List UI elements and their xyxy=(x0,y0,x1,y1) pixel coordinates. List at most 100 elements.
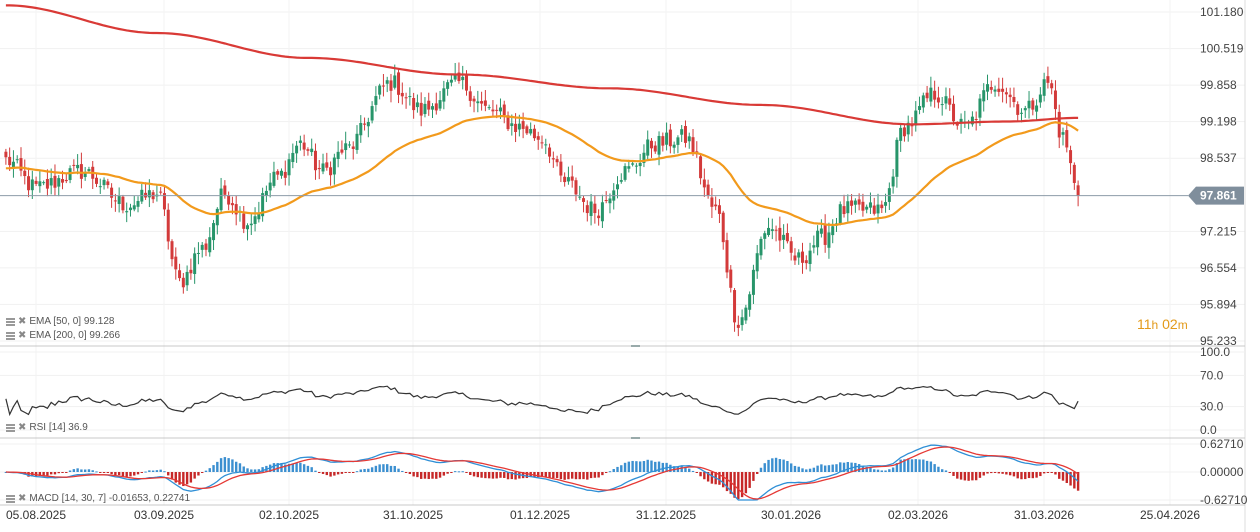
candle-body xyxy=(649,140,653,149)
candle xyxy=(789,236,793,261)
macd-histogram-bar xyxy=(559,472,563,480)
candle-body xyxy=(1001,88,1005,92)
macd-histogram-bar xyxy=(929,461,933,472)
candle xyxy=(680,125,684,142)
candle-body xyxy=(623,166,627,180)
candle xyxy=(548,143,552,164)
candle-body xyxy=(98,186,102,188)
macd-histogram-bar xyxy=(910,459,914,472)
candle xyxy=(400,82,404,105)
candle-body xyxy=(876,204,880,214)
candle-body xyxy=(242,213,246,229)
time-tick-label: 31.10.2025 xyxy=(383,508,443,522)
candle xyxy=(1031,97,1035,116)
candle-body xyxy=(257,212,261,220)
macd-histogram-bar xyxy=(956,472,959,479)
close-icon[interactable]: ✖ xyxy=(18,493,27,504)
legend-rsi[interactable]: ✖ RSI [14] 36.9 xyxy=(6,422,88,433)
settings-icon[interactable] xyxy=(6,331,15,340)
macd-histogram-bar xyxy=(959,472,963,480)
macd-histogram-bar xyxy=(789,463,793,472)
candle-body xyxy=(933,90,937,100)
candle-body xyxy=(423,103,427,115)
candle xyxy=(117,187,121,213)
candle xyxy=(1053,80,1057,120)
candle xyxy=(461,65,465,90)
time-tick-label: 01.12.2025 xyxy=(510,508,570,522)
macd-histogram-bar xyxy=(416,472,419,478)
candle-body xyxy=(53,175,57,188)
candle-body xyxy=(846,201,850,214)
candle xyxy=(268,173,272,198)
candle xyxy=(234,195,238,226)
legend-ema50[interactable]: ✖ EMA [50, 0] 99.128 xyxy=(6,316,114,327)
candle xyxy=(736,315,740,337)
candle xyxy=(276,169,280,180)
macd-histogram-bar xyxy=(355,471,359,473)
candle xyxy=(759,236,763,260)
candle-body xyxy=(464,75,468,91)
candle xyxy=(816,225,820,256)
panel-resize-handle[interactable] xyxy=(631,437,640,439)
candle xyxy=(740,309,744,331)
macd-histogram-bar xyxy=(933,464,936,472)
macd-histogram-bar xyxy=(442,472,446,476)
countdown-minutes: 02 xyxy=(1162,316,1178,332)
legend-macd[interactable]: ✖ MACD [14, 30, 7] -0.01653, 0.22741 xyxy=(6,493,190,504)
candle-body xyxy=(196,252,200,254)
panel-resize-handle[interactable] xyxy=(631,345,640,347)
macd-histogram-bar xyxy=(759,467,763,472)
macd-signal-line xyxy=(5,446,1079,500)
settings-icon[interactable] xyxy=(6,317,15,326)
candle xyxy=(895,137,899,188)
macd-histogram-bar xyxy=(940,469,944,472)
candle-body xyxy=(283,171,287,178)
macd-tick-label: 0.00000 xyxy=(1200,465,1244,479)
candle xyxy=(574,177,578,202)
macd-histogram-bar xyxy=(83,469,87,472)
settings-icon[interactable] xyxy=(6,494,15,503)
close-icon[interactable]: ✖ xyxy=(18,330,27,341)
candle-body xyxy=(287,159,291,176)
rsi-tick-label: 0.0 xyxy=(1200,423,1217,437)
candle-body xyxy=(472,98,476,102)
close-icon[interactable]: ✖ xyxy=(18,316,27,327)
candle-body xyxy=(661,136,665,146)
candle xyxy=(733,288,737,332)
candle-body xyxy=(680,129,684,135)
candle-body xyxy=(11,161,15,169)
macd-histogram-bar xyxy=(412,472,415,477)
candle-body xyxy=(15,159,19,161)
settings-icon[interactable] xyxy=(6,423,15,432)
close-icon[interactable]: ✖ xyxy=(18,422,27,433)
macd-histogram-bar xyxy=(763,463,766,472)
macd-histogram-bar xyxy=(27,472,30,477)
macd-histogram-bar xyxy=(333,472,336,476)
candle-body xyxy=(600,202,604,222)
macd-histogram-bar xyxy=(453,471,457,473)
candle xyxy=(668,123,672,154)
candle-body xyxy=(593,203,597,214)
candle xyxy=(861,193,865,217)
macd-tick-label: 0.62710 xyxy=(1200,437,1244,451)
candle xyxy=(521,112,525,139)
candle xyxy=(457,62,461,84)
macd-histogram-bar xyxy=(189,472,193,483)
candle-body xyxy=(510,123,514,126)
candle xyxy=(710,188,714,219)
macd-histogram-bar xyxy=(155,470,159,472)
candle xyxy=(132,195,136,212)
macd-histogram-bar xyxy=(616,466,619,472)
macd-histogram-bar xyxy=(499,472,502,478)
macd-histogram-bar xyxy=(242,466,245,472)
candle xyxy=(30,170,34,199)
candle-body xyxy=(714,204,718,207)
candle-body xyxy=(404,97,408,99)
macd-histogram-bar xyxy=(125,472,128,477)
macd-histogram-bar xyxy=(869,467,872,472)
legend-ema200[interactable]: ✖ EMA [200, 0] 99.266 xyxy=(6,330,120,341)
candle-body xyxy=(570,176,574,181)
candle-body xyxy=(1050,83,1054,89)
